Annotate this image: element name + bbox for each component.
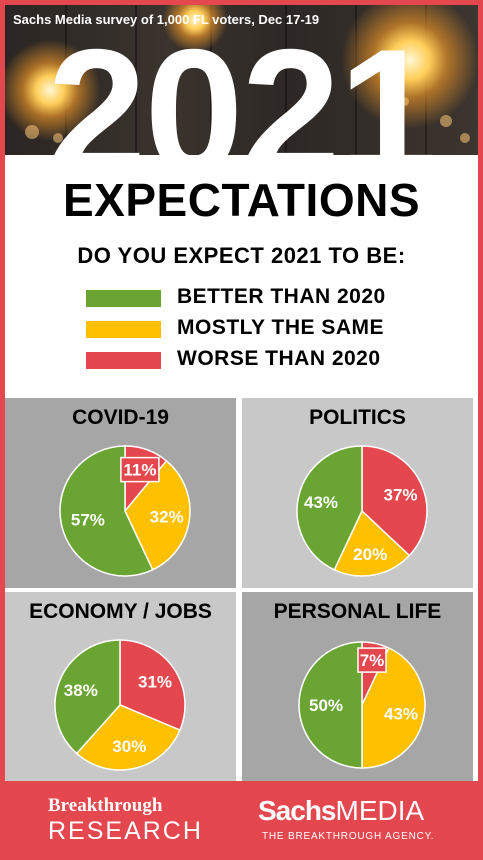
data-label-box xyxy=(120,456,160,483)
data-label-same: 20% xyxy=(353,545,387,564)
data-label-worse: 11% xyxy=(123,461,156,480)
survey-note: Sachs Media survey of 1,000 FL voters, D… xyxy=(13,12,320,27)
chart-title: ECONOMY / JOBS xyxy=(29,600,212,623)
data-label-better: 57% xyxy=(71,510,105,529)
data-label-better: 38% xyxy=(64,681,98,700)
breakthrough-logo-line2: RESEARCH xyxy=(48,817,203,845)
chart-title: COVID-19 xyxy=(72,406,169,429)
pie-slice-better xyxy=(296,445,363,571)
sachs-media-logo-bold: Sachs xyxy=(258,795,336,826)
pie-slice-same xyxy=(361,647,426,769)
pie-slice-same xyxy=(75,704,181,771)
data-label-better: 43% xyxy=(304,493,338,512)
data-label-worse: 37% xyxy=(383,485,417,504)
pie-chart-economy: 31% 30% 38% xyxy=(54,639,186,771)
pie-chart-personal-life: 7% 43% 50% xyxy=(298,641,426,769)
legend-label: BETTER THAN 2020 xyxy=(177,285,386,308)
legend-label: WORSE THAN 2020 xyxy=(177,347,381,370)
pie-slice-worse xyxy=(119,639,186,732)
question-text: DO YOU EXPECT 2021 TO BE: xyxy=(77,243,406,268)
pie-slice-better xyxy=(54,639,121,755)
pie-slice-worse xyxy=(361,445,428,557)
sachs-media-tagline: THE BREAKTHROUGH AGENCY. xyxy=(262,831,435,842)
chart-title: PERSONAL LIFE xyxy=(273,600,442,623)
data-label-worse: 7% xyxy=(360,651,385,670)
data-label-box xyxy=(357,647,387,673)
data-label-same: 43% xyxy=(384,705,418,724)
chart-panel-personal-life: 7% 43% 50% PERSONAL LIFE xyxy=(242,592,473,782)
data-label-same: 30% xyxy=(112,737,146,756)
sachs-media-logo-light: MEDIA xyxy=(335,795,425,826)
chart-panel-economy: 31% 30% 38% ECONOMY / JOBS xyxy=(5,592,236,782)
pie-slice-same xyxy=(333,509,411,577)
data-label-better: 50% xyxy=(309,696,343,715)
chart-title: POLITICS xyxy=(309,406,406,429)
breakthrough-logo-line1: Breakthrough xyxy=(48,795,163,816)
header-banner: 2021 Sachs Media survey of 1,000 FL vote… xyxy=(5,5,478,155)
legend-swatch xyxy=(86,352,161,369)
chart-panel-politics: 37% 20% 43% POLITICS xyxy=(242,398,473,588)
pie-slice-better xyxy=(298,641,363,769)
pie-chart-politics: 37% 20% 43% xyxy=(296,445,428,577)
pie-slice-better xyxy=(59,445,154,577)
sparkler-icon xyxy=(335,5,478,135)
footer: Breakthrough RESEARCH SachsMEDIA THE BRE… xyxy=(5,781,478,855)
legend-label: MOSTLY THE SAME xyxy=(177,316,385,339)
pie-chart-covid: 11% 32% 57% xyxy=(59,445,191,577)
data-label-same: 32% xyxy=(150,507,184,526)
sachs-media-logo: SachsMEDIA xyxy=(258,795,424,827)
legend-swatch xyxy=(86,321,161,338)
pie-slice-same xyxy=(124,459,191,571)
legend-swatch xyxy=(86,290,161,307)
year-heading: 2021 xyxy=(47,12,438,156)
page-title: EXPECTATIONS xyxy=(63,174,420,226)
sparkler-icon xyxy=(5,35,105,145)
data-label-worse: 31% xyxy=(138,673,172,692)
chart-panel-covid: 11% 32% 57% COVID-19 xyxy=(5,398,236,588)
